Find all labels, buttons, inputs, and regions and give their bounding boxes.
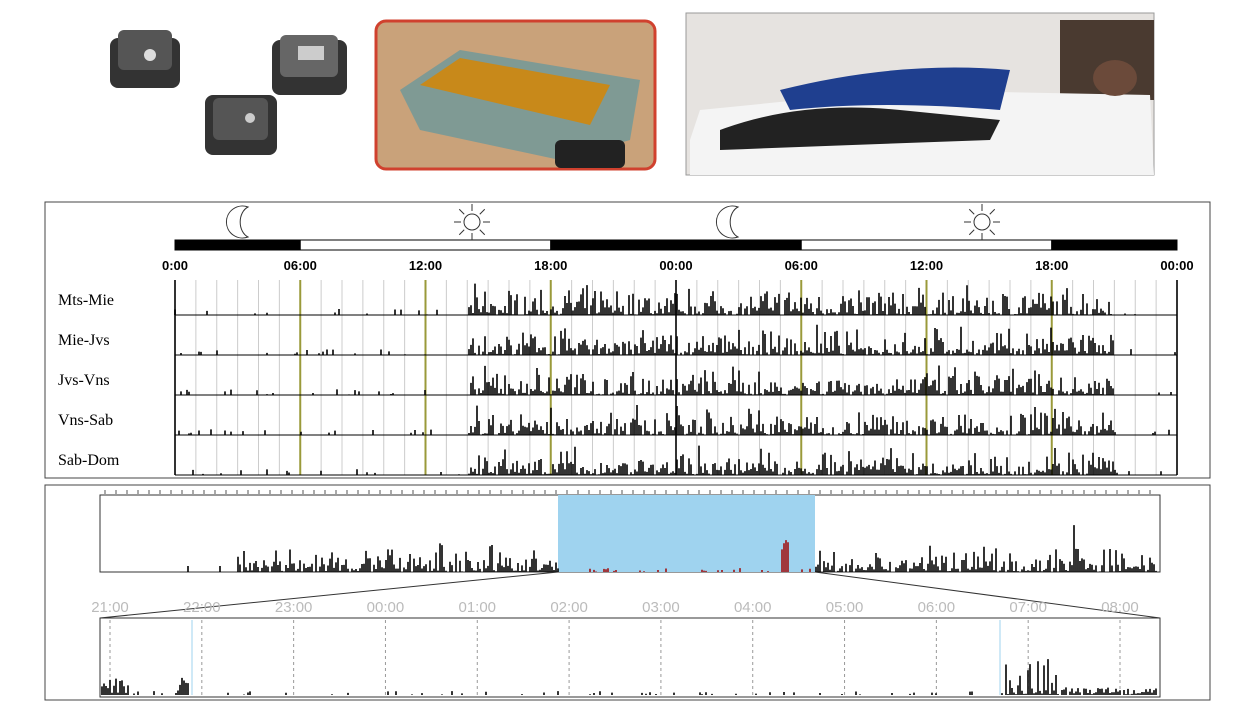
wrist-devices-photo <box>110 30 347 155</box>
time-label: 12:00 <box>910 258 943 273</box>
row-label: Jvs-Vns <box>58 372 110 389</box>
row-label: Mie-Jvs <box>58 332 110 349</box>
actogram: 0:00 06:00 12:00 18:00 00:00 06:00 12:00 18:00 0… <box>58 258 1194 475</box>
zoom-time-label: 03:00 <box>642 599 680 616</box>
detail-bars <box>102 659 1156 695</box>
zoom-time-label: 06:00 <box>918 599 956 616</box>
time-label: 18:00 <box>1035 258 1068 273</box>
row-label: Vns-Sab <box>58 412 113 429</box>
day-night-bar <box>300 240 551 250</box>
zoom-time-label: 08:00 <box>1101 599 1139 616</box>
zoom-time-label: 05:00 <box>826 599 864 616</box>
sun-ray <box>969 209 974 214</box>
time-label: 18:00 <box>534 258 567 273</box>
zoom-time-label: 23:00 <box>275 599 313 616</box>
page: 0:00 06:00 12:00 18:00 00:00 06:00 12:00 18:00 0… <box>0 0 1233 724</box>
sun-ray <box>480 230 485 235</box>
sun-ray <box>990 209 995 214</box>
sleeper-photo <box>686 13 1154 175</box>
activity-bars <box>179 405 1169 435</box>
sun-ray <box>480 209 485 214</box>
figure: 0:00 06:00 12:00 18:00 00:00 06:00 12:00 18:00 0… <box>0 0 1233 724</box>
time-label: 06:00 <box>785 258 818 273</box>
moon-icon <box>226 206 248 238</box>
actigraph-photo <box>376 21 655 169</box>
sun-ray <box>969 230 974 235</box>
day-night-icons <box>175 204 1177 250</box>
time-label: 00:00 <box>1160 258 1193 273</box>
selection-highlight <box>558 495 815 572</box>
day-night-bar <box>551 240 802 250</box>
day-night-bar <box>175 240 300 250</box>
zoom-time-label: 21:00 <box>91 599 129 616</box>
sun-ray <box>990 230 995 235</box>
zoom-time-label: 07:00 <box>1009 599 1047 616</box>
detail-frame <box>100 618 1160 697</box>
zoom-time-label: 01:00 <box>458 599 496 616</box>
time-label: 0:00 <box>162 258 188 273</box>
time-label: 12:00 <box>409 258 442 273</box>
zoom-time-label: 04:00 <box>734 599 772 616</box>
zoom-time-label: 00:00 <box>367 599 405 616</box>
sun-icon <box>974 214 990 230</box>
activity-bars <box>181 325 1175 355</box>
time-label: 00:00 <box>659 258 692 273</box>
zoom-time-label: 02:00 <box>550 599 588 616</box>
sun-icon <box>464 214 480 230</box>
sun-ray <box>459 209 464 214</box>
row-label: Mts-Mie <box>58 292 114 309</box>
day-night-bar <box>1052 240 1177 250</box>
day-night-bar <box>801 240 1052 250</box>
moon-icon <box>716 206 738 238</box>
time-label: 06:00 <box>284 258 317 273</box>
sun-ray <box>459 230 464 235</box>
row-label: Sab-Dom <box>58 452 120 469</box>
zoom-time-label: 22:00 <box>183 599 221 616</box>
